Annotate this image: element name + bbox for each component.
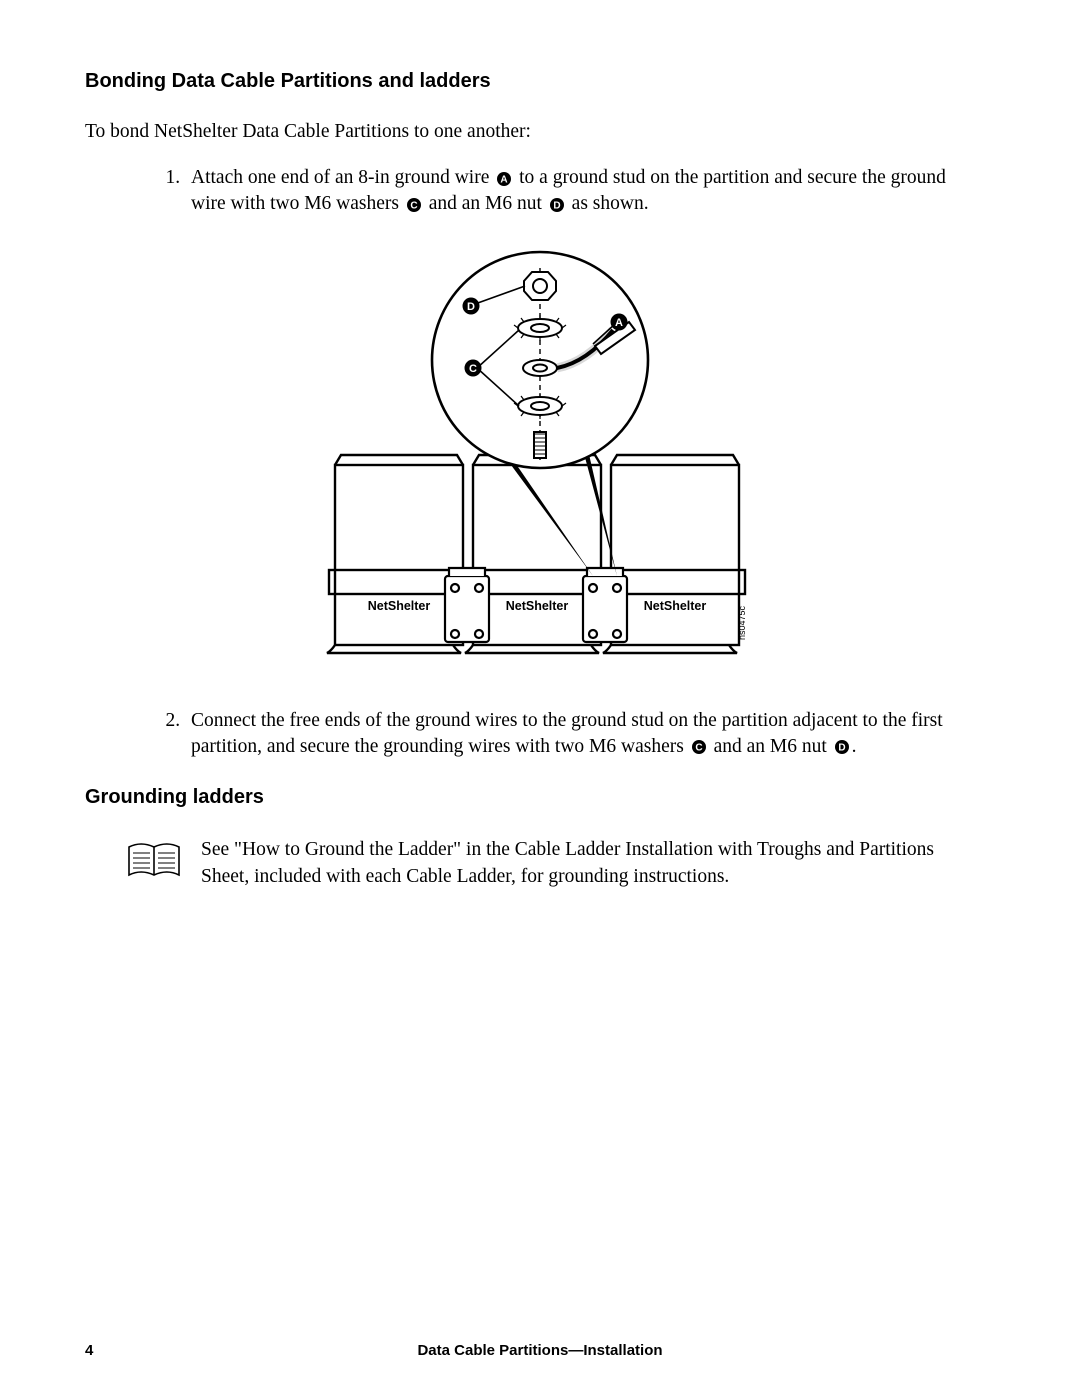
svg-text:D: D — [838, 743, 845, 754]
footer-title: Data Cable Partitions—Installation — [417, 1342, 662, 1359]
heading-bonding: Bonding Data Cable Partitions and ladder… — [85, 70, 995, 93]
step-1-text-c: and an M6 nut — [424, 193, 547, 214]
callout-a-letter: A — [501, 174, 508, 185]
steps-list-2: Connect the free ends of the ground wire… — [85, 708, 995, 761]
grounding-note-text: See "How to Ground the Ladder" in the Ca… — [201, 837, 995, 890]
heading-grounding: Grounding ladders — [85, 786, 995, 809]
figure-container: NetShelter NetShelter NetShelter — [85, 230, 995, 708]
figure-id: ns0475c — [737, 605, 747, 640]
callout-d-icon-2: D — [834, 739, 850, 755]
callout-c-letter: C — [410, 200, 417, 211]
step-2-text-c: . — [852, 736, 857, 757]
figure-callout-d: D — [467, 301, 475, 313]
page-footer: 4 Data Cable Partitions—Installation — [85, 1342, 995, 1359]
step-1-text-d: as shown. — [567, 193, 649, 214]
rack-label-1: NetShelter — [368, 599, 431, 613]
grounding-note-block: See "How to Ground the Ladder" in the Ca… — [85, 837, 995, 890]
steps-list: Attach one end of an 8-in ground wire A … — [85, 165, 995, 218]
step-1-text-a: Attach one end of an 8-in ground wire — [191, 167, 494, 188]
step-1: Attach one end of an 8-in ground wire A … — [185, 165, 985, 218]
callout-d-icon: D — [549, 197, 565, 213]
callout-d-letter: D — [553, 200, 560, 211]
book-icon — [125, 841, 183, 886]
callout-c-icon: C — [406, 197, 422, 213]
step-2-text-b: and an M6 nut — [709, 736, 832, 757]
document-page: Bonding Data Cable Partitions and ladder… — [0, 0, 1080, 1397]
callout-c-icon-2: C — [691, 739, 707, 755]
intro-text: To bond NetShelter Data Cable Partitions… — [85, 121, 995, 143]
figure-callout-a: A — [615, 317, 623, 329]
rack-label-3: NetShelter — [644, 599, 707, 613]
figure-callout-c: C — [469, 363, 477, 375]
step-2: Connect the free ends of the ground wire… — [185, 708, 985, 761]
callout-a-icon: A — [496, 171, 512, 187]
page-number: 4 — [85, 1342, 93, 1359]
installation-figure: NetShelter NetShelter NetShelter — [325, 250, 755, 680]
rack-label-2: NetShelter — [506, 599, 569, 613]
svg-text:C: C — [695, 743, 702, 754]
